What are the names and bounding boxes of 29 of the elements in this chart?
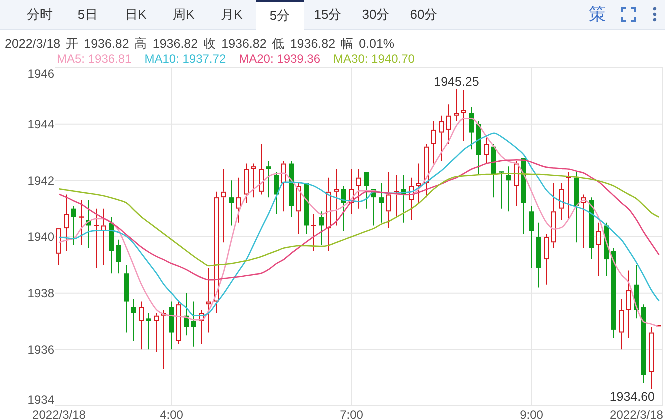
y-tick-label: 1946 xyxy=(28,67,55,82)
y-tick-label: 1938 xyxy=(28,286,55,301)
y-tick-label: 1934 xyxy=(28,393,55,408)
chart-subtitle: 2022/3/18 开 1936.82 高 1936.82 收 1936.82 低 1936.82 幅 0.01% xyxy=(5,37,395,51)
text: 日K xyxy=(125,6,147,24)
x-tick-label: 4:00 xyxy=(160,408,184,420)
text: MA20: 1939.36 xyxy=(239,52,321,66)
text: 月K xyxy=(221,6,243,24)
y-tick-label: 1940 xyxy=(28,230,55,244)
text: MA30: 1940.70 xyxy=(334,52,415,66)
text: 策 xyxy=(589,5,606,24)
x-tick-label: 9:00 xyxy=(520,408,544,420)
text: MA5: 1936.81 xyxy=(57,52,132,66)
text: 周K xyxy=(173,6,195,24)
text: MA10: 1937.72 xyxy=(144,52,226,66)
annotation: 1945.25 xyxy=(434,75,480,90)
annotation: 1934.60 xyxy=(610,390,656,404)
text: 30分 xyxy=(362,6,390,24)
y-tick-label: 1942 xyxy=(28,174,55,188)
text: 5分 xyxy=(270,7,290,25)
y-tick-label: 1944 xyxy=(28,118,55,132)
x-tick-label: 7:00 xyxy=(340,408,364,420)
text: 15分 xyxy=(314,6,342,24)
x-tick-label: 2022/3/18 xyxy=(32,408,86,420)
text: 60分 xyxy=(410,6,438,24)
text: 分时 xyxy=(27,6,53,24)
y-tick-label: 1936 xyxy=(28,342,55,357)
x-tick-label: 2022/3/18 xyxy=(610,408,664,420)
text: 5日 xyxy=(78,6,98,24)
